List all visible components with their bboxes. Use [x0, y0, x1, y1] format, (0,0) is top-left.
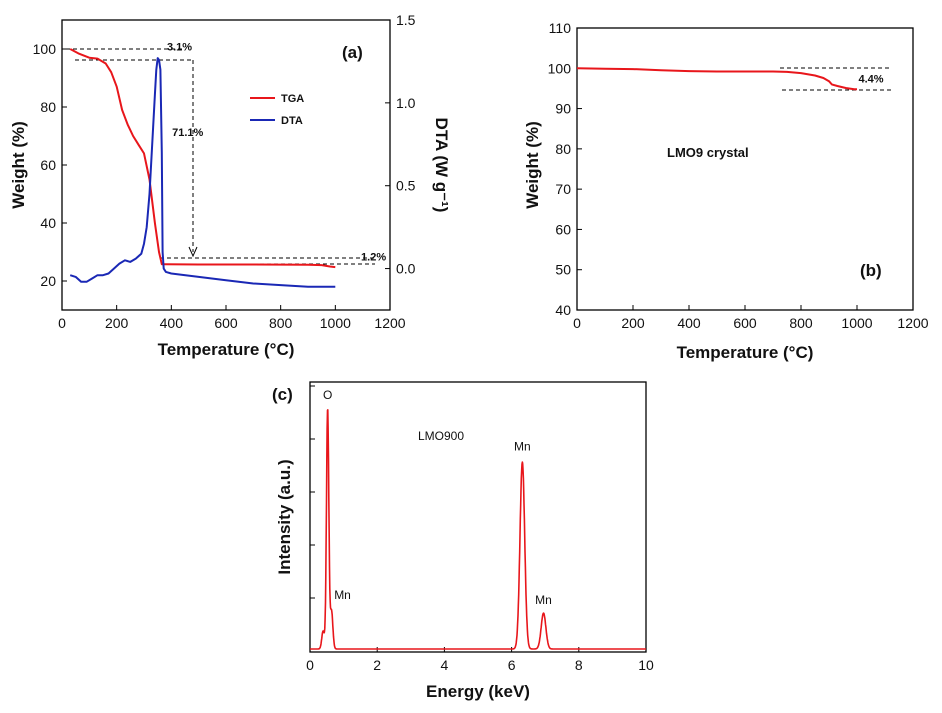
panel-a-y-ticks: 20 40 60 80 100 [33, 41, 67, 289]
panel-a-x-tick-label: 400 [160, 315, 184, 331]
panel-c-frame [309, 381, 647, 653]
panel-b-y-tick-label: 110 [549, 20, 572, 36]
panel-b-x-tick-label: 1200 [897, 315, 928, 331]
panel-b-annotation: 4.4% [858, 73, 883, 85]
panel-c-x-label: Energy (keV) [426, 682, 530, 701]
panel-a-annotation: 1.2% [361, 252, 386, 264]
panel-a-y2-ticks: 0.0 0.5 1.0 1.5 [385, 12, 416, 277]
panel-b-y-tick-label: 100 [548, 60, 572, 76]
panel-b: 0 200 400 600 800 1000 1200 40 50 60 70 80 90 100 110… [523, 20, 929, 362]
legend-tga-label: TGA [281, 93, 304, 105]
panel-a-label: (a) [342, 43, 363, 62]
panel-a-y-tick-label: 80 [40, 99, 56, 115]
panel-c-label: (c) [272, 385, 293, 404]
panel-b-guides [780, 67, 894, 91]
panel-a-x-tick-label: 600 [214, 315, 238, 331]
panel-a: 0 200 400 600 800 1000 1200 20 40 60 80 100 0.0 0.5… [9, 12, 451, 359]
panel-a-arrow-icon [188, 246, 198, 258]
panel-b-series [576, 67, 857, 91]
panel-c-peak-labels: O Mn Mn Mn [323, 388, 552, 607]
panel-a-y2-label: DTA (W g⁻¹) [432, 118, 451, 213]
panel-b-y-tick-label: 80 [555, 141, 571, 157]
panel-c-series [309, 409, 647, 650]
panel-a-x-tick-label: 0 [58, 315, 66, 331]
panel-c-x-ticks: 0 2 4 6 8 10 [306, 647, 654, 673]
panel-a-y-tick-label: 100 [33, 41, 57, 57]
panel-b-y-ticks: 40 50 60 70 80 90 100 110 [548, 20, 582, 318]
series-eds-line [309, 409, 647, 650]
panel-a-legend: TGA DTA [250, 93, 304, 127]
panel-a-y2-tick-label: 1.5 [396, 12, 416, 28]
panel-b-x-tick-label: 800 [789, 315, 813, 331]
panel-c-x-tick-label: 6 [508, 657, 516, 673]
panel-b-annotations: 4.4% [858, 73, 883, 85]
panel-c-x-tick-label: 4 [441, 657, 449, 673]
panel-c-sample-label: LMO900 [418, 429, 464, 443]
panel-a-x-tick-label: 800 [269, 315, 293, 331]
panel-a-x-label: Temperature (°C) [158, 340, 295, 359]
series-tga-line [69, 48, 336, 269]
panel-b-y-tick-label: 50 [555, 262, 571, 278]
panel-a-y-tick-label: 60 [40, 157, 56, 173]
panel-b-y-tick-label: 70 [555, 181, 571, 197]
panel-a-x-tick-label: 1000 [320, 315, 351, 331]
panel-b-sample-label: LMO9 crystal [667, 145, 749, 160]
panel-a-x-tick-label: 200 [105, 315, 129, 331]
panel-b-x-ticks: 0 200 400 600 800 1000 1200 [573, 305, 929, 331]
series-lmo9-line [576, 67, 857, 91]
panel-b-x-label: Temperature (°C) [677, 343, 814, 362]
panel-c-x-tick-label: 10 [638, 657, 654, 673]
panel-b-x-tick-label: 400 [677, 315, 701, 331]
panel-b-label: (b) [860, 261, 882, 280]
panel-c-x-tick-label: 8 [575, 657, 583, 673]
panel-a-y-tick-label: 20 [40, 273, 56, 289]
panel-b-y-tick-label: 60 [555, 221, 571, 237]
panel-c-peak-label: O [323, 388, 332, 402]
panel-a-y-tick-label: 40 [40, 215, 56, 231]
panel-a-annotation: 71.1% [172, 127, 203, 139]
panel-b-x-tick-label: 200 [621, 315, 645, 331]
panel-a-guides [66, 48, 375, 265]
panel-b-x-tick-label: 600 [733, 315, 757, 331]
panel-a-y2-tick-label: 0.0 [396, 261, 416, 277]
panel-c-peak-label: Mn [514, 439, 531, 453]
panel-b-x-tick-label: 0 [573, 315, 581, 331]
panel-b-y-tick-label: 90 [555, 101, 571, 117]
panel-b-x-tick-label: 1000 [841, 315, 872, 331]
panel-c-peak-label: Mn [535, 593, 552, 607]
panel-a-series [69, 48, 336, 288]
panel-a-frame [61, 19, 391, 311]
panel-a-x-tick-label: 1200 [374, 315, 405, 331]
panel-a-annotations: 3.1% 71.1% 1.2% [167, 41, 386, 263]
panel-b-y-tick-label: 40 [555, 302, 571, 318]
panel-a-y-label: Weight (%) [9, 121, 28, 209]
panel-c-x-tick-label: 2 [373, 657, 381, 673]
series-dta-line [69, 57, 336, 288]
legend-dta-label: DTA [281, 115, 303, 127]
panel-a-y2-tick-label: 0.5 [396, 178, 416, 194]
panel-c-peak-label: Mn [334, 588, 351, 602]
panel-c-y-label: Intensity (a.u.) [275, 459, 294, 574]
panel-b-y-label: Weight (%) [523, 121, 542, 209]
panel-a-x-ticks: 0 200 400 600 800 1000 1200 [58, 305, 406, 331]
panel-c-x-tick-label: 0 [306, 657, 314, 673]
panel-a-y2-tick-label: 1.0 [396, 95, 416, 111]
panel-c-y-ticks [310, 385, 315, 599]
panel-a-annotation: 3.1% [167, 41, 192, 53]
